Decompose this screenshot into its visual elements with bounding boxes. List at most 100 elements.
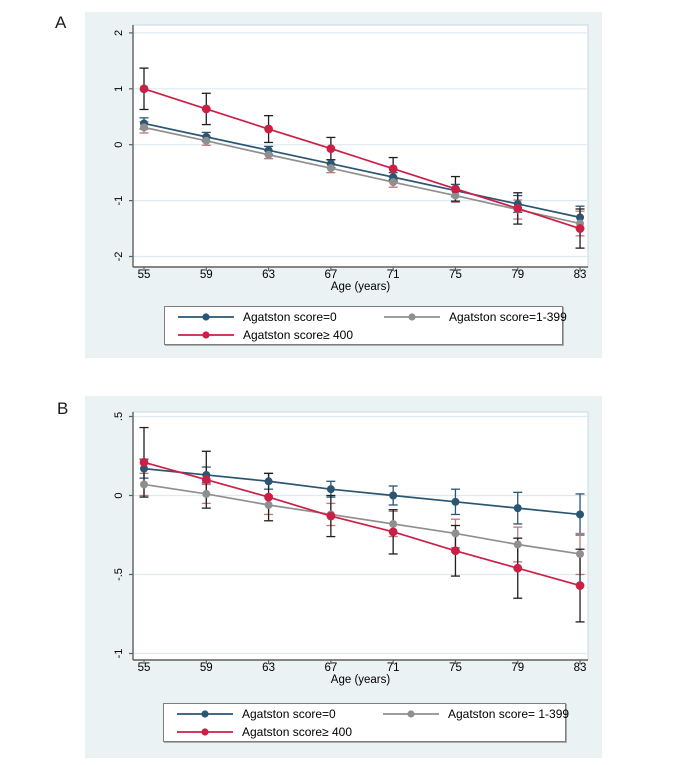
data-point-navy bbox=[389, 491, 398, 500]
y-tick-label: 0 bbox=[113, 492, 125, 498]
legend-a: Agatston score=0 Agatston score=1-399 Agat… bbox=[164, 306, 567, 345]
x-tick-label: 67 bbox=[324, 269, 337, 281]
data-point-red bbox=[388, 527, 398, 537]
data-point-navy bbox=[576, 213, 585, 222]
data-point-red bbox=[326, 511, 336, 521]
plot-area bbox=[132, 24, 589, 268]
series-line-gray bbox=[143, 483, 581, 555]
data-point-gray bbox=[389, 519, 398, 528]
y-tick-label: -1 bbox=[113, 649, 125, 659]
chart-b: .5 0 -.5 -1 55 59 63 67 71 75 79 83 Age (years) bbox=[113, 411, 589, 686]
data-point-navy bbox=[326, 485, 335, 494]
data-point-gray bbox=[202, 136, 211, 145]
series-line-navy bbox=[143, 467, 581, 516]
data-point-gray bbox=[389, 178, 398, 187]
x-tick-label: 59 bbox=[200, 662, 213, 674]
x-tick-label: 67 bbox=[324, 662, 337, 674]
legend-marker bbox=[202, 312, 210, 321]
y-tick-label: 1 bbox=[113, 86, 125, 92]
y-tick-label: -1 bbox=[113, 196, 125, 206]
x-axis-title: Age (years) bbox=[331, 674, 391, 686]
x-tick-label: 83 bbox=[574, 662, 587, 674]
legend-line-marker-navy bbox=[177, 709, 233, 718]
data-point-red bbox=[451, 184, 460, 194]
data-point-navy bbox=[264, 477, 273, 486]
x-tick-label: 55 bbox=[138, 662, 151, 674]
data-point-gray bbox=[140, 123, 148, 132]
data-point-gray bbox=[513, 540, 522, 549]
x-tick-label: 75 bbox=[449, 662, 462, 674]
legend-marker bbox=[408, 312, 416, 321]
panel-a: 2 1 0 -1 -2 55 59 63 67 71 75 79 83 Age (years) Agats… bbox=[85, 12, 602, 358]
data-point-red bbox=[326, 144, 336, 154]
legend-entry-gray: Agatston score=1-399 bbox=[384, 308, 567, 325]
data-point-red bbox=[513, 204, 523, 213]
data-point-navy bbox=[451, 497, 460, 506]
legend-b: Agatston score=0 Agatston score= 1-399 Aga… bbox=[163, 703, 569, 742]
legend-label: Agatston score= 1-399 bbox=[448, 706, 570, 721]
x-tick-label: 55 bbox=[138, 269, 151, 281]
legend-line-marker-red bbox=[178, 330, 234, 339]
legend-entry-navy: Agatston score=0 bbox=[178, 308, 384, 325]
panel-b-label: B bbox=[57, 399, 69, 418]
x-tick-label: 63 bbox=[262, 662, 275, 674]
series-line-red bbox=[143, 87, 581, 230]
data-point-navy bbox=[513, 504, 522, 513]
y-tick-label: .5 bbox=[113, 412, 125, 421]
data-point-navy bbox=[140, 464, 148, 473]
x-tick-label: 79 bbox=[511, 269, 524, 281]
data-point-red bbox=[139, 457, 149, 467]
legend-entry-red: Agatston score≥ 400 bbox=[178, 326, 384, 343]
legend-entry-navy: Agatston score=0 bbox=[177, 705, 383, 722]
legend-marker bbox=[201, 727, 209, 736]
data-point-red bbox=[264, 124, 273, 134]
data-point-gray bbox=[202, 489, 211, 498]
data-point-red bbox=[201, 104, 211, 114]
panel-b: .5 0 -.5 -1 55 59 63 67 71 75 79 83 Age (years) Agat… bbox=[85, 396, 602, 758]
legend-line-marker-gray bbox=[384, 312, 440, 321]
legend-marker bbox=[202, 330, 210, 339]
legend-line-marker-gray bbox=[383, 709, 439, 718]
series-line-navy bbox=[143, 122, 581, 219]
data-point-gray bbox=[451, 191, 460, 200]
x-tick-label: 71 bbox=[387, 269, 400, 281]
data-point-red bbox=[513, 563, 523, 573]
data-point-red bbox=[451, 546, 460, 556]
data-point-red bbox=[575, 224, 585, 233]
y-tick-label: 0 bbox=[113, 142, 125, 148]
chart-a: 2 1 0 -1 -2 55 59 63 67 71 75 79 83 Age (years) bbox=[113, 24, 589, 293]
x-tick-label: 83 bbox=[574, 269, 587, 281]
x-tick-label: 79 bbox=[511, 662, 524, 674]
data-point-gray bbox=[451, 529, 460, 538]
data-point-red bbox=[201, 475, 211, 485]
data-point-gray bbox=[576, 549, 585, 558]
data-point-gray bbox=[264, 500, 273, 509]
data-point-red bbox=[388, 164, 398, 174]
legend-label: Agatston score=1-399 bbox=[449, 309, 567, 324]
data-point-gray bbox=[140, 480, 148, 489]
data-point-gray bbox=[326, 164, 335, 173]
x-tick-label: 71 bbox=[387, 662, 400, 674]
series-line-gray bbox=[143, 126, 581, 225]
plot-area bbox=[132, 411, 589, 661]
y-tick-label: -.5 bbox=[113, 568, 125, 581]
legend-entry-gray: Agatston score= 1-399 bbox=[383, 705, 569, 722]
y-tick-label: -2 bbox=[113, 252, 125, 262]
legend-entry-red: Agatston score≥ 400 bbox=[177, 723, 383, 740]
data-point-gray bbox=[264, 150, 273, 159]
legend-label: Agatston score=0 bbox=[243, 309, 337, 324]
x-axis-title: Age (years) bbox=[331, 281, 391, 293]
panel-a-label: A bbox=[55, 13, 67, 32]
data-point-red bbox=[575, 581, 585, 590]
legend-marker bbox=[407, 709, 415, 718]
y-tick-label: 2 bbox=[113, 30, 125, 36]
legend-label: Agatston score≥ 400 bbox=[243, 327, 353, 342]
x-tick-label: 75 bbox=[449, 269, 462, 281]
data-point-red bbox=[139, 84, 149, 94]
legend-label: Agatston score≥ 400 bbox=[242, 724, 352, 739]
data-point-navy bbox=[576, 510, 585, 519]
legend-label: Agatston score=0 bbox=[242, 706, 336, 721]
legend-line-marker-red bbox=[177, 727, 233, 736]
x-tick-label: 59 bbox=[200, 269, 213, 281]
legend-marker bbox=[201, 709, 209, 718]
